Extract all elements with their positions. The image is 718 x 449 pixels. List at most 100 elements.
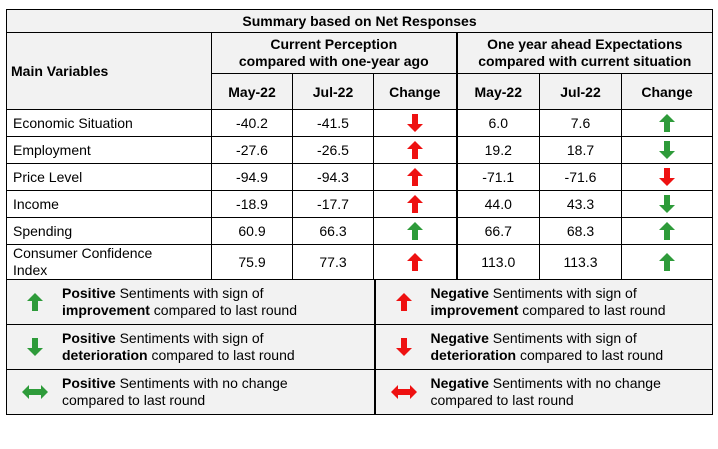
- arrow-down-icon: [659, 141, 676, 160]
- legend-text: Positive: [62, 285, 116, 301]
- legend-table: Positive Sentiments with sign of improvem…: [6, 279, 713, 415]
- group1-header-line2: compared with one-year ago: [238, 53, 429, 69]
- oy-jul-value: 68.3: [539, 217, 622, 245]
- arrow-up-icon: [395, 293, 412, 311]
- legend-text: Negative: [430, 330, 489, 346]
- oy-may-value: 6.0: [455, 109, 540, 137]
- legend-text: Sentiments with sign of: [115, 330, 264, 346]
- row-label: Spending: [13, 223, 73, 239]
- cp-jul-header: Jul-22: [292, 73, 374, 110]
- row-label-cell: Income: [6, 190, 212, 218]
- legend-text: Negative: [430, 375, 489, 391]
- row-label-cell: Employment: [6, 136, 212, 164]
- arrow-up-icon: [406, 195, 423, 214]
- cp-may-value: -18.9: [211, 190, 293, 218]
- oy-jul-value: -71.6: [539, 163, 622, 191]
- row-label-line2: Index: [13, 262, 48, 278]
- cp-jul-value: 77.3: [292, 244, 374, 280]
- oy-may-value: -71.1: [455, 163, 540, 191]
- legend-text: compared to last round: [518, 302, 666, 318]
- row-label-line1: Consumer Confidence: [13, 245, 153, 261]
- cp-change-cell: [373, 136, 457, 164]
- arrow-down-icon: [406, 114, 423, 133]
- oy-change-cell: [620, 244, 714, 280]
- oy-may-value: 66.7: [455, 217, 540, 245]
- cp-change-cell: [373, 244, 457, 280]
- cp-may-value: -40.2: [211, 109, 293, 137]
- group2-header-line1: One year ahead Expectations: [487, 36, 683, 52]
- cp-change-header: Change: [373, 73, 457, 110]
- table-row: Economic Situation -40.2 -41.5 6.0 7.6: [6, 109, 714, 137]
- legend-negative-nochange: Negative Sentiments with no change compar…: [373, 369, 713, 415]
- legend-text: compared to last round: [62, 392, 206, 408]
- legend-text: Sentiments with sign of: [488, 285, 637, 301]
- cp-change-cell: [373, 163, 457, 191]
- table-row: Consumer Confidence Index 75.9 77.3 113.0 113…: [6, 244, 714, 280]
- oy-may-value: 44.0: [455, 190, 540, 218]
- oy-jul-value: 113.3: [539, 244, 622, 280]
- arrow-up-icon: [406, 168, 423, 187]
- row-label-cell: Consumer Confidence Index: [6, 244, 212, 280]
- row-label: Economic Situation: [13, 115, 133, 131]
- cp-may-value: -27.6: [211, 136, 293, 164]
- summary-table: Summary based on Net Responses Main Vari…: [5, 9, 714, 280]
- cp-may-value: 75.9: [211, 244, 293, 280]
- legend-icon: [377, 338, 431, 356]
- legend-text: deterioration: [430, 347, 517, 363]
- legend-text: compared to last round: [149, 302, 298, 318]
- current-perception-header: Current Perception compared with one-yea…: [211, 32, 457, 74]
- oy-change-cell: [620, 163, 714, 191]
- arrow-down-icon: [395, 338, 412, 356]
- cp-jul-value: 66.3: [292, 217, 374, 245]
- legend-text: Negative: [430, 285, 489, 301]
- legend-text: Sentiments with sign of: [115, 285, 264, 301]
- arrow-left-right-icon: [22, 385, 48, 399]
- cp-change-cell: [373, 190, 457, 218]
- oy-may-header: May-22: [455, 73, 540, 110]
- legend-positive-improvement: Positive Sentiments with sign of improvem…: [6, 279, 375, 325]
- cp-jul-value: -17.7: [292, 190, 374, 218]
- cp-change-cell: [373, 217, 457, 245]
- cp-jul-value: -26.5: [292, 136, 374, 164]
- row-label: Price Level: [13, 169, 83, 185]
- group1-header-line1: Current Perception: [270, 36, 398, 52]
- legend-text: Positive: [62, 375, 116, 391]
- oy-jul-value: 18.7: [539, 136, 622, 164]
- legend-text: improvement: [430, 302, 519, 318]
- oy-jul-value: 7.6: [539, 109, 622, 137]
- arrow-left-right-icon: [390, 385, 417, 399]
- arrow-up-icon: [27, 293, 43, 311]
- legend-text: improvement: [62, 302, 150, 318]
- arrow-up-icon: [659, 253, 676, 272]
- arrow-up-icon: [406, 222, 423, 241]
- group2-header-line2: compared with current situation: [478, 53, 692, 69]
- row-label: Employment: [13, 142, 91, 158]
- legend-text: Sentiments with sign of: [488, 330, 637, 346]
- arrow-up-icon: [659, 114, 676, 133]
- table-row: Spending 60.9 66.3 66.7 68.3: [6, 217, 714, 245]
- row-label-cell: Spending: [6, 217, 212, 245]
- row-label: Income: [13, 196, 59, 212]
- arrow-down-icon: [659, 168, 676, 187]
- arrow-up-icon: [406, 253, 423, 272]
- legend-text: compared to last round: [430, 392, 574, 408]
- legend-icon: [377, 293, 431, 311]
- legend-negative-improvement: Negative Sentiments with sign of improvem…: [373, 279, 713, 325]
- oy-jul-header: Jul-22: [539, 73, 622, 110]
- arrow-up-icon: [659, 222, 676, 241]
- arrow-down-icon: [659, 195, 676, 214]
- legend-text: compared to last round: [147, 347, 295, 363]
- oy-change-header: Change: [620, 73, 714, 110]
- table-row: Price Level -94.9 -94.3 -71.1 -71.6: [6, 163, 714, 191]
- oy-change-cell: [620, 136, 714, 164]
- oy-may-value: 113.0: [455, 244, 540, 280]
- row-label-cell: Economic Situation: [6, 109, 212, 137]
- table-title: Summary based on Net Responses: [5, 9, 714, 33]
- oy-may-value: 19.2: [455, 136, 540, 164]
- oy-change-cell: [620, 109, 714, 137]
- legend-icon: [8, 338, 62, 356]
- legend-text: deterioration: [62, 347, 148, 363]
- table-row: Employment -27.6 -26.5 19.2 18.7: [6, 136, 714, 164]
- legend-text: Sentiments with no change: [115, 375, 288, 391]
- one-year-ahead-header: One year ahead Expectations compared wit…: [455, 32, 714, 74]
